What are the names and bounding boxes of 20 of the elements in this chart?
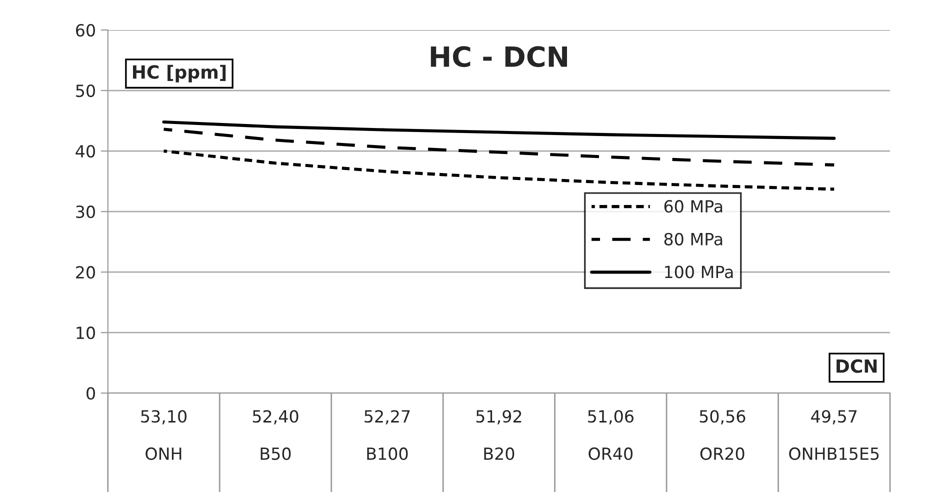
y-tick-label: 20 (76, 266, 95, 279)
y-tick-label: 10 (76, 326, 95, 340)
y-tick-label: 0 (86, 387, 95, 400)
legend-label: 80 MPa (664, 232, 722, 246)
category-label: 53,10 ONH (141, 410, 186, 460)
legend-label: 60 MPa (664, 200, 722, 213)
y-tick-label: 60 (76, 24, 95, 37)
category-label: 52,27 B100 (364, 410, 410, 460)
category-label: 50,56 OR20 (700, 410, 746, 460)
chart-title: HC - DCN (430, 46, 567, 68)
x-axis-title: DCN (836, 359, 877, 373)
category-label: 52,40 B50 (252, 410, 298, 460)
category-label: 51,92 B20 (476, 410, 522, 460)
y-tick-label: 30 (76, 206, 95, 218)
category-label: 51,06 OR40 (588, 410, 634, 460)
y-tick-label: 40 (76, 145, 95, 158)
y-axis-title: HC [ppm] (133, 64, 226, 82)
category-label: 49,57 ONHB15E5 (789, 410, 879, 460)
y-tick-label: 50 (76, 84, 95, 98)
legend-label: 100 MPa (665, 266, 733, 278)
